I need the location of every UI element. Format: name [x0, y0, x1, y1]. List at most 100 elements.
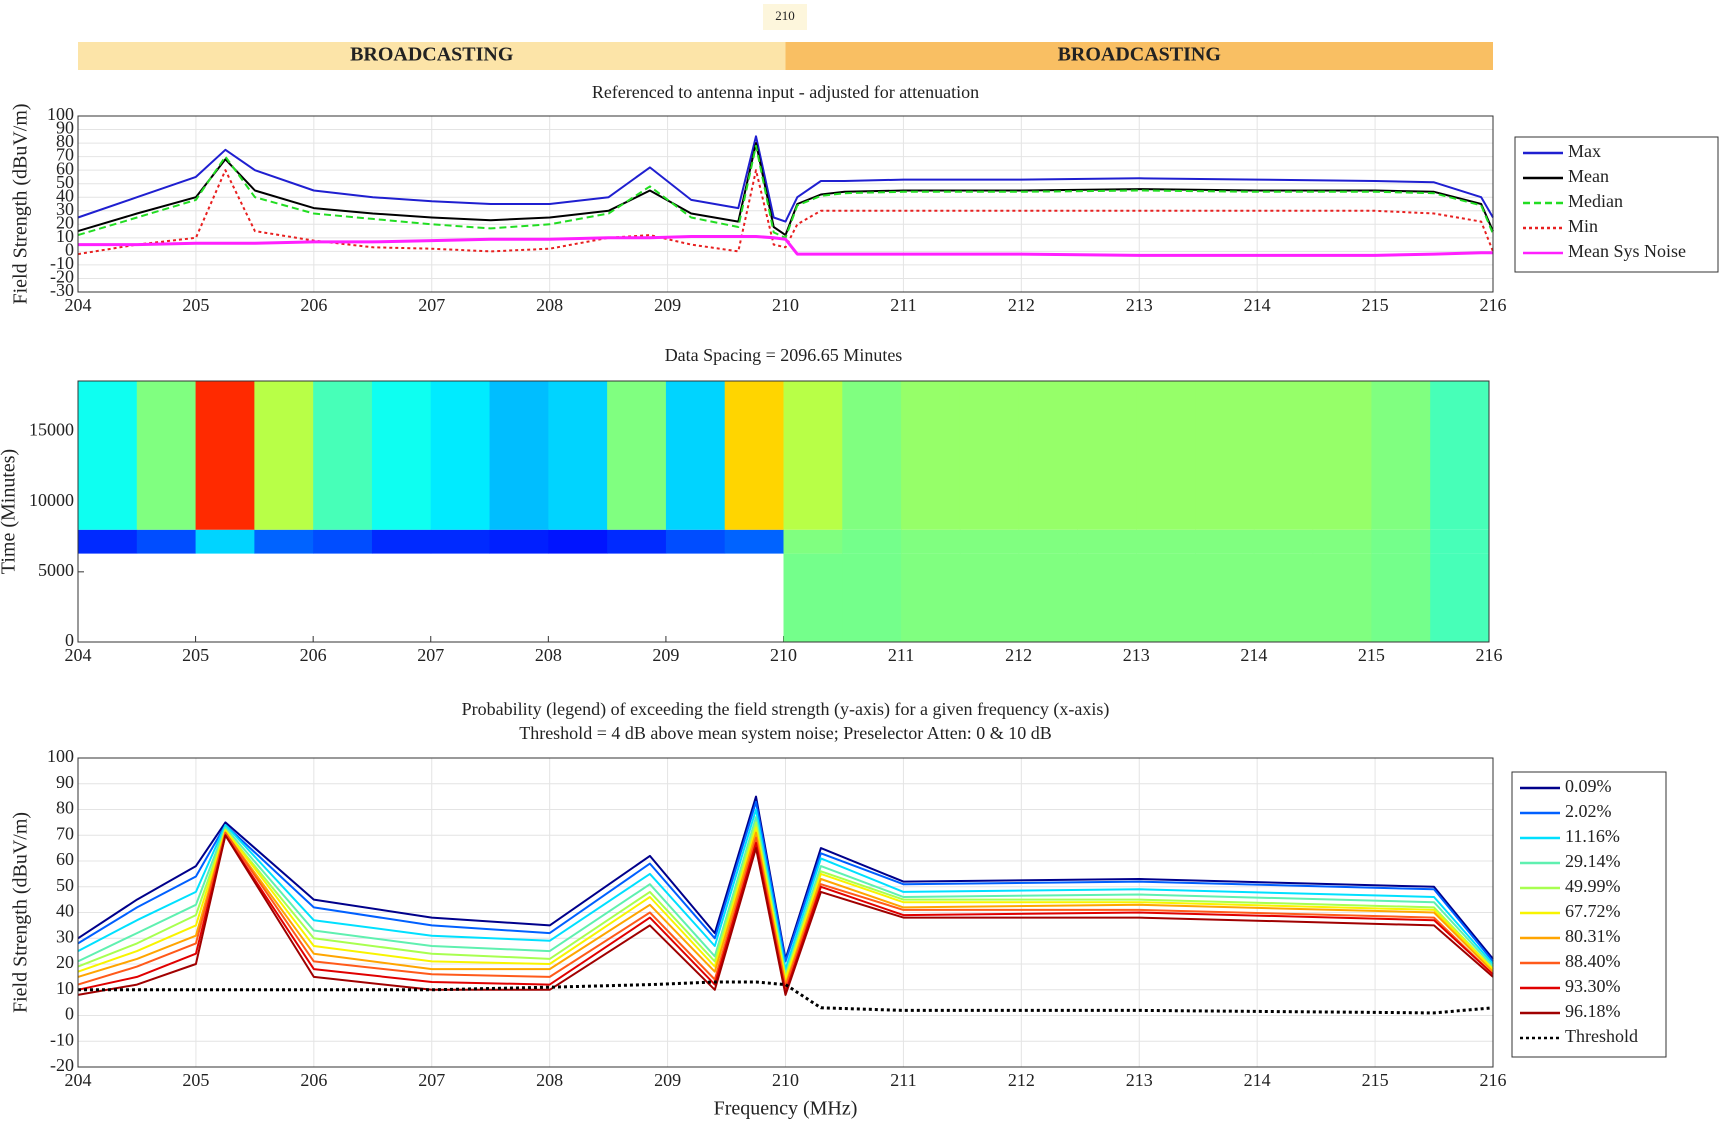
y-axis-label: Field Strength (dBuV/m): [10, 103, 32, 304]
x-tick-label: 204: [65, 645, 92, 665]
y-tick-label: 90: [56, 118, 74, 138]
series-line: [77, 169, 1494, 256]
heat-cell: [136, 529, 197, 554]
y-tick-label: -10: [50, 253, 74, 273]
heat-cell: [1018, 553, 1078, 642]
legend-label: 29.14%: [1565, 851, 1621, 871]
y-tick-label: 20: [56, 212, 74, 232]
chart-subtitle: Threshold = 4 dB above mean system noise…: [519, 723, 1052, 743]
heat-cell: [430, 381, 491, 530]
heat-cell: [313, 529, 373, 554]
heat-cell: [1312, 529, 1372, 554]
y-tick-label: 70: [56, 145, 74, 165]
legend-label: 2.02%: [1565, 801, 1612, 821]
heat-cell: [1077, 529, 1137, 554]
series-line: [77, 821, 1494, 978]
legend: 0.09% 2.02% 11.16% 29.14% 49.99% 67.72% 80.31%…: [1511, 771, 1667, 1058]
heat-cell: [548, 381, 608, 530]
heat-cell: [665, 381, 726, 530]
axes-frame: [77, 115, 1494, 293]
band-label: BROADCASTING: [1058, 44, 1222, 66]
heat-cell: [783, 529, 843, 554]
x-tick-label: 212: [1008, 1070, 1035, 1090]
heat-cell: [842, 553, 902, 642]
heat-cell: [1430, 553, 1490, 642]
axes-frame: [77, 380, 1490, 643]
heat-cell: [1253, 529, 1314, 554]
y-tick-label: 60: [56, 849, 74, 869]
x-tick-label: 211: [890, 1070, 916, 1090]
heat-cell: [901, 553, 961, 642]
x-tick-label: 205: [182, 645, 209, 665]
x-tick-label: 216: [1476, 645, 1503, 665]
series-line: [77, 135, 1494, 223]
series-line: [77, 831, 1494, 989]
series-line: [77, 834, 1494, 994]
y-tick-label: 50: [56, 875, 74, 895]
x-tick-label: 216: [1480, 295, 1507, 315]
legend-box: [1511, 771, 1667, 1058]
series-line: [77, 144, 1494, 239]
y-tick-label: 20: [56, 952, 74, 972]
heat-cell: [313, 381, 373, 530]
y-tick-label: 30: [56, 199, 74, 219]
legend-label: 80.31%: [1565, 926, 1621, 946]
axes-frame: [77, 757, 1494, 1068]
y-tick-label: 80: [56, 131, 74, 151]
y-tick-label: 10: [56, 978, 74, 998]
heat-cell: [78, 529, 138, 554]
legend-box: [1514, 136, 1719, 273]
x-tick-label: 207: [417, 645, 444, 665]
series-line: [77, 834, 1494, 996]
heat-cell: [548, 529, 608, 554]
series-line: [78, 235, 1493, 257]
series-line: [77, 808, 1494, 971]
x-tick-label: 206: [300, 295, 327, 315]
heat-cell: [1253, 553, 1314, 642]
y-tick-label: 100: [47, 746, 74, 766]
x-tick-label: 208: [535, 645, 562, 665]
band-label: BROADCASTING: [350, 44, 514, 66]
y-tick-label: 10: [56, 226, 74, 246]
y-tick-label: -10: [50, 1029, 74, 1049]
chart-title: Referenced to antenna input - adjusted f…: [592, 82, 979, 102]
x-tick-label: 212: [1008, 295, 1035, 315]
y-tick-label: -20: [50, 267, 74, 287]
heat-cell: [1136, 553, 1196, 642]
heat-cell: [724, 381, 784, 530]
legend-label: 0.09%: [1565, 776, 1612, 796]
x-tick-label: 215: [1358, 645, 1385, 665]
marker-box: [763, 4, 807, 30]
heat-cell: [959, 553, 1020, 642]
heat-cell: [136, 381, 197, 530]
heat-cell: [842, 381, 902, 530]
heat-cell: [1253, 381, 1314, 530]
heat-cell: [959, 529, 1020, 554]
series-line: [77, 795, 1494, 960]
legend-label: 49.99%: [1565, 876, 1621, 896]
band: [78, 42, 786, 70]
y-tick-label: -30: [50, 280, 74, 300]
heat-cell: [1077, 553, 1137, 642]
x-tick-label: 214: [1244, 1070, 1271, 1090]
x-tick-label: 204: [65, 295, 92, 315]
y-axis-label: Time (Minutes): [0, 449, 20, 574]
heat-cell: [901, 529, 961, 554]
y-tick-label: 50: [56, 172, 74, 192]
heat-cell: [430, 529, 491, 554]
x-tick-label: 214: [1240, 645, 1267, 665]
x-tick-label: 209: [654, 1070, 681, 1090]
x-tick-label: 215: [1362, 295, 1389, 315]
heat-cell: [254, 381, 314, 530]
x-tick-label: 214: [1244, 295, 1271, 315]
heat-cell: [607, 529, 667, 554]
heat-cell: [1430, 529, 1490, 554]
y-tick-label: 40: [56, 901, 74, 921]
legend-label: 67.72%: [1565, 901, 1621, 921]
heat-cell: [195, 381, 255, 530]
heat-cell: [1371, 529, 1431, 554]
heat-cell: [371, 529, 432, 554]
heat-cell: [1018, 381, 1078, 530]
y-tick-label: 10000: [29, 490, 74, 510]
